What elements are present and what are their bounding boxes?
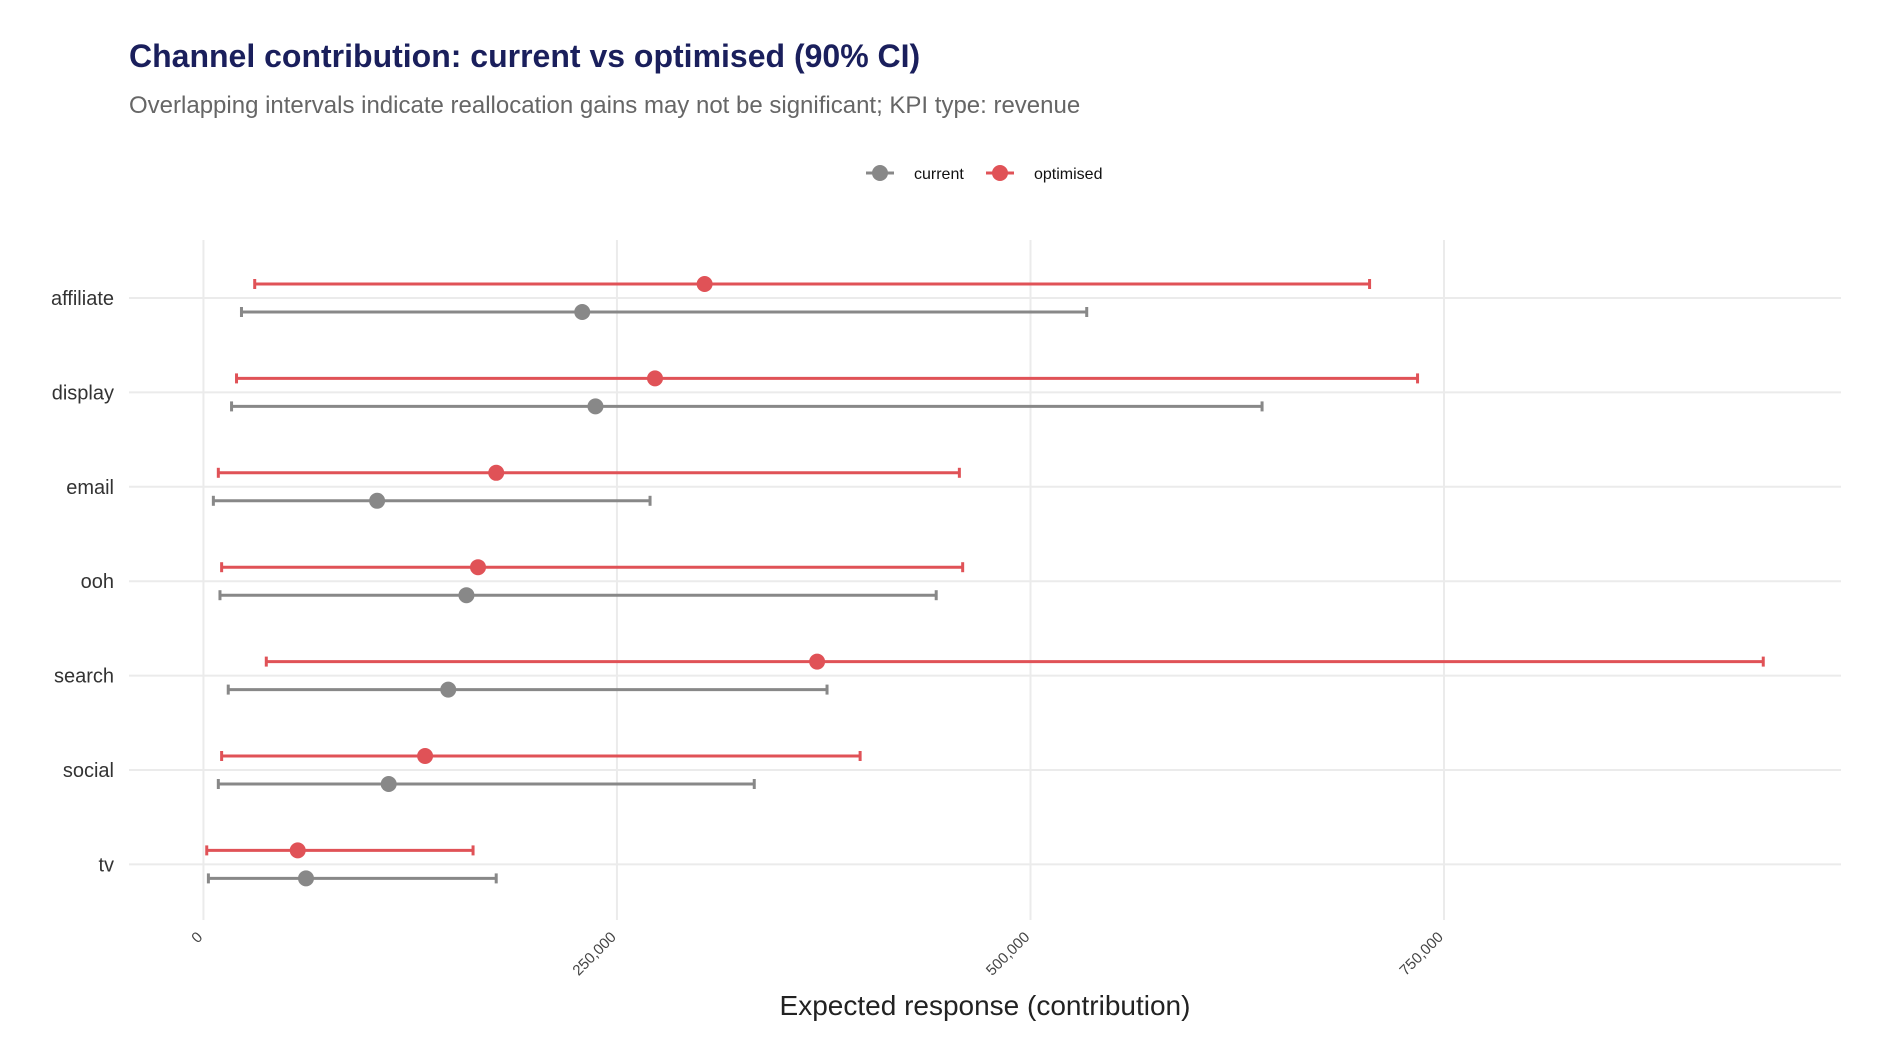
legend-label: current: [914, 166, 964, 183]
point-optimised-affiliate: [696, 276, 713, 292]
legend-item-current: current: [866, 165, 964, 183]
point-current-ooh: [458, 587, 475, 604]
point-current-tv: [297, 870, 314, 887]
legend-key-point: [992, 165, 1008, 181]
y-tick-label-email: email: [66, 477, 114, 499]
point-optimised-search: [809, 653, 826, 670]
series-layer: [205, 276, 1765, 887]
y-tick-label-ooh: ooh: [81, 571, 114, 593]
x-tick-label: 750,000: [1396, 929, 1446, 979]
point-optimised-tv: [289, 842, 306, 859]
point-current-search: [440, 681, 457, 698]
x-tick-label: 250,000: [569, 929, 619, 979]
chart-subtitle: Overlapping intervals indicate reallocat…: [129, 92, 1081, 119]
y-tick-label-search: search: [54, 666, 114, 688]
y-tick-label-display: display: [52, 382, 114, 404]
legend: current optimised: [866, 165, 1102, 183]
y-axis: affiliate display email ooh search social tv: [51, 288, 114, 876]
point-optimised-email: [488, 464, 505, 481]
point-current-affiliate: [574, 304, 591, 320]
point-optimised-social: [417, 748, 434, 764]
legend-key-point: [872, 165, 888, 181]
y-tick-label-social: social: [63, 760, 114, 782]
legend-label: optimised: [1034, 166, 1102, 183]
point-current-email: [369, 492, 386, 509]
x-axis: 0 250,000 500,000 750,000: [188, 929, 1447, 979]
point-current-display: [587, 398, 604, 415]
y-tick-label-tv: tv: [98, 854, 114, 876]
point-current-social: [380, 776, 397, 792]
series-optimised: [205, 276, 1765, 859]
y-tick-label-affiliate: affiliate: [51, 288, 114, 310]
point-optimised-display: [647, 370, 664, 387]
series-current: [206, 304, 1264, 887]
point-optimised-ooh: [470, 559, 487, 576]
x-tick-label: 0: [188, 929, 206, 947]
legend-item-optimised: optimised: [986, 165, 1102, 183]
x-tick-label: 500,000: [983, 929, 1033, 979]
grid: [129, 240, 1841, 920]
chart-title: Channel contribution: current vs optimis…: [129, 38, 921, 74]
x-axis-title: Expected response (contribution): [780, 990, 1191, 1021]
